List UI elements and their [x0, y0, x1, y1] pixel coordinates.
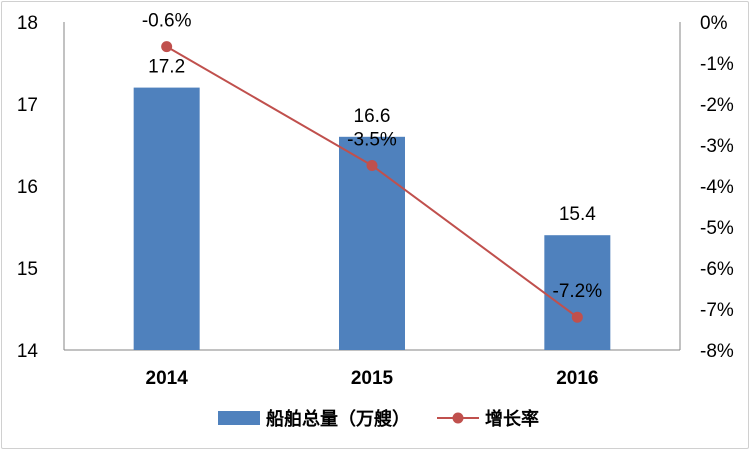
right-tick-label: -7%	[700, 300, 734, 321]
bar	[133, 87, 200, 350]
line-point	[366, 160, 378, 171]
line-point	[571, 311, 583, 323]
right-tick-label: -2%	[700, 95, 734, 116]
right-tick-label: -3%	[700, 136, 734, 157]
x-tick-label: 2016	[556, 368, 598, 389]
axes: 14 15 16 17 18 0% -1% -2% -3% -4% -5% -6% -7% -8% 2014…	[17, 13, 734, 389]
right-tick-label: 0%	[700, 13, 728, 34]
legend-label-line: 增长率	[485, 408, 539, 430]
right-tick-label: -4%	[700, 177, 734, 198]
bar-series	[133, 87, 611, 350]
line-data-label: -3.5%	[347, 130, 397, 151]
right-tick-label: -1%	[700, 54, 734, 75]
bar	[339, 136, 405, 350]
left-tick-label: 16	[17, 177, 38, 198]
bar-data-label: 16.6	[354, 106, 391, 127]
bar-data-label: 17.2	[148, 57, 185, 78]
left-tick-label: 18	[17, 13, 38, 34]
line-series	[161, 41, 583, 323]
right-tick-label: -8%	[700, 341, 734, 362]
bar-data-label: 15.4	[559, 204, 596, 225]
bar	[544, 235, 611, 350]
legend-label-bars: 船舶总量（万艘）	[266, 408, 410, 430]
legend-swatch-marker	[452, 412, 464, 424]
line-data-label: -7.2%	[553, 281, 603, 302]
data-labels: 17.2 16.6 15.4 -0.6% -3.5% -7.2%	[142, 11, 602, 303]
left-tick-label: 17	[17, 95, 38, 116]
line-data-label: -0.6%	[142, 11, 192, 32]
legend: 船舶总量（万艘） 增长率	[218, 408, 539, 430]
left-tick-label: 15	[17, 259, 38, 280]
right-tick-label: -6%	[700, 259, 734, 280]
x-tick-label: 2014	[146, 368, 189, 389]
line-point	[161, 41, 173, 53]
right-tick-label: -5%	[700, 218, 734, 239]
legend-swatch-bars	[218, 411, 260, 425]
left-tick-label: 14	[17, 341, 39, 362]
x-tick-label: 2015	[351, 368, 394, 389]
